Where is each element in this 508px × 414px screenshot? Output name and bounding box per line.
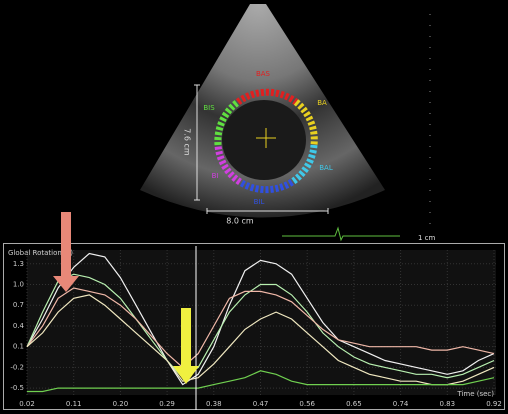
chart-title: Global Rotation (°) <box>8 249 73 257</box>
x-tick-label: 0.83 <box>440 400 456 408</box>
x-tick-label: 0.11 <box>66 400 82 408</box>
series-line <box>26 273 495 379</box>
x-tick-label: 0.02 <box>19 400 35 408</box>
y-tick-label: 0.1 <box>13 343 24 351</box>
plot-area <box>27 250 496 395</box>
series-line <box>26 294 495 386</box>
x-tick-label: 0.65 <box>346 400 362 408</box>
width-caliper <box>206 208 329 214</box>
tracking-ring <box>214 88 318 194</box>
series-line <box>26 287 495 369</box>
x-tick-label: 0.92 <box>486 400 502 408</box>
x-tick-label: 0.29 <box>159 400 175 408</box>
y-tick-label: 0.7 <box>13 301 24 309</box>
scale-label: 1 cm <box>418 234 436 242</box>
height-caliper <box>194 84 200 201</box>
height-label: 7.6 cm <box>183 128 192 156</box>
y-tick-label: 1.0 <box>13 281 24 289</box>
ventricle-cavity <box>222 100 306 180</box>
y-tick-label: -0.5 <box>10 384 24 392</box>
segment-label: BIL <box>254 198 265 206</box>
series-line <box>27 370 495 393</box>
x-axis-label: Time (sec) <box>456 390 494 398</box>
x-tick-label: 0.38 <box>206 400 222 408</box>
width-label: 8.0 cm <box>226 217 254 226</box>
segment-label: BA <box>317 99 327 107</box>
x-tick-label: 0.56 <box>299 400 315 408</box>
segment-label: BAL <box>319 164 333 172</box>
x-tick-label: 0.47 <box>253 400 269 408</box>
series-line <box>26 252 495 386</box>
y-tick-label: -0.2 <box>10 363 24 371</box>
segment-label: BI <box>212 172 219 180</box>
ecg-trace <box>282 226 400 242</box>
x-tick-label: 0.20 <box>113 400 129 408</box>
x-tick-label: 0.74 <box>393 400 409 408</box>
arrow-yellow <box>173 308 199 384</box>
segment-label: BAS <box>256 70 271 78</box>
segment-label: BIS <box>203 104 215 112</box>
y-tick-label: 0.4 <box>13 322 25 330</box>
arrow-salmon <box>53 212 79 292</box>
y-tick-label: 1.3 <box>13 260 24 268</box>
center-cross <box>256 128 276 148</box>
